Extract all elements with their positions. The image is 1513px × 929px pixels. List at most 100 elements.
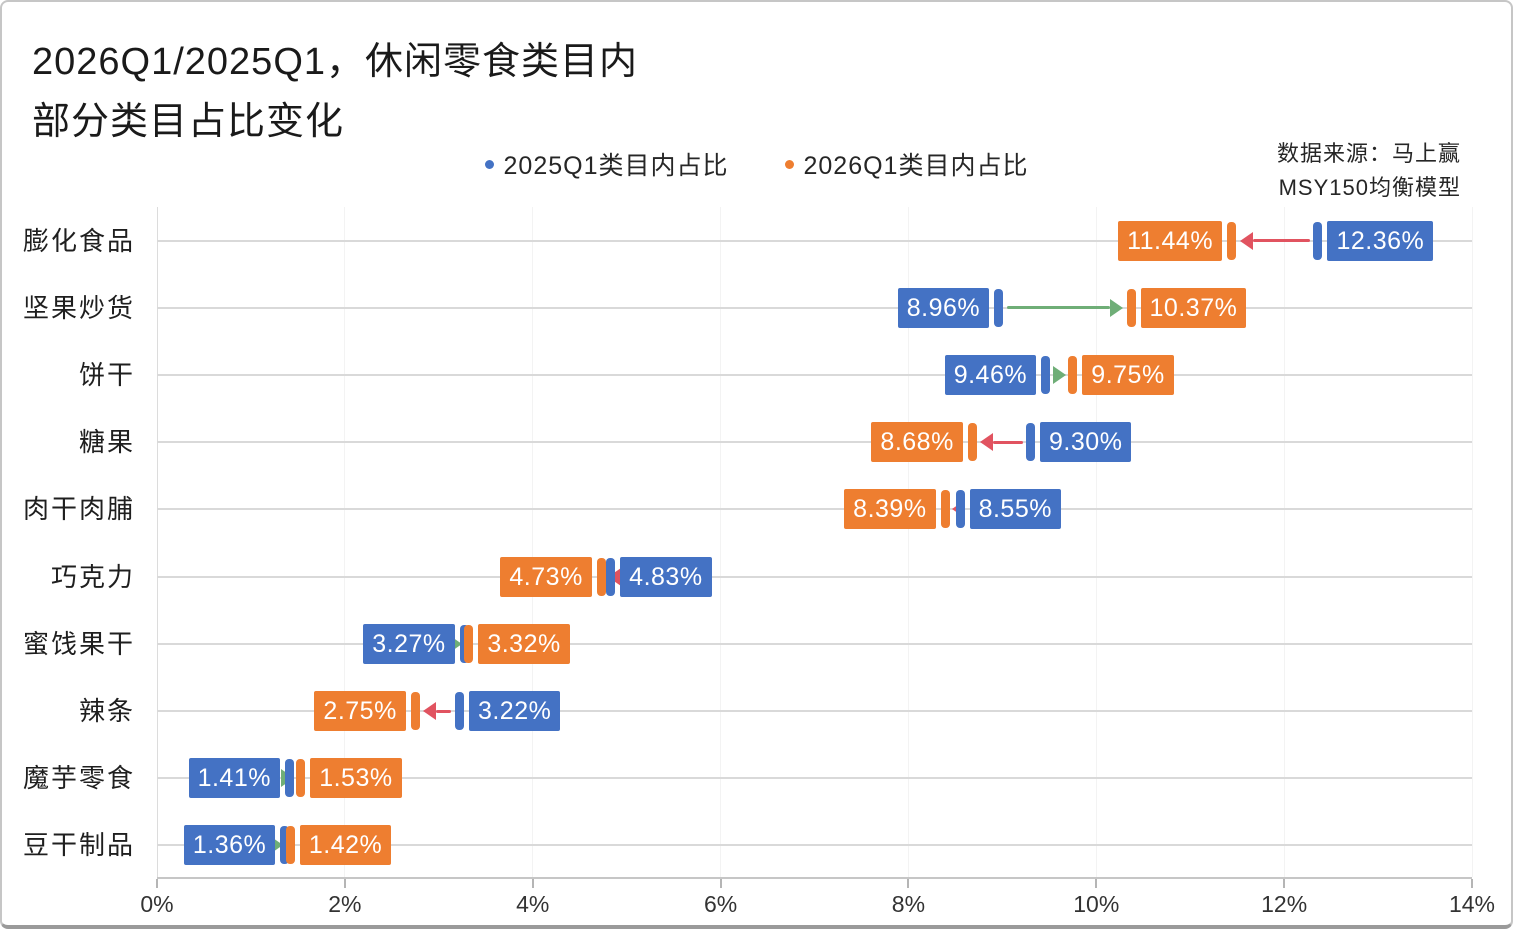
decrease-arrow-line: [1252, 239, 1310, 243]
marker-2025q1: [994, 288, 1004, 327]
marker-2026q1: [967, 423, 977, 462]
vertical-gridline: [1283, 207, 1285, 877]
value-label-2025q1: 8.55%: [969, 489, 1061, 530]
legend-label-2026q1: 2026Q1类目内占比: [803, 152, 1029, 180]
x-axis-tick-label: 12%: [1261, 891, 1308, 917]
x-axis-tick: [1471, 879, 1473, 888]
category-label: 膨化食品: [22, 225, 135, 256]
marker-2025q1: [1026, 423, 1036, 462]
vertical-gridline: [720, 207, 722, 877]
x-axis-tick-label: 6%: [703, 891, 738, 917]
vertical-gridline: [344, 207, 346, 877]
marker-2026q1: [1126, 288, 1136, 327]
marker-2026q1: [1227, 221, 1237, 260]
value-label-2026q1: 2.75%: [314, 691, 406, 731]
marker-2026q1: [296, 759, 306, 798]
marker-2026q1: [464, 624, 474, 663]
row-gridline: [157, 239, 1472, 242]
vertical-gridline: [532, 207, 534, 877]
marker-2025q1: [459, 624, 469, 663]
value-label-2026q1: 3.32%: [478, 623, 570, 664]
marker-2025q1: [284, 759, 294, 798]
category-label: 魔芋零食: [22, 763, 135, 794]
vertical-gridline: [1471, 207, 1473, 877]
legend-dot-2025q1-icon: [484, 159, 494, 169]
legend-item-2026q1: 2026Q1类目内占比: [784, 146, 1029, 182]
value-label-2025q1: 9.30%: [1040, 422, 1132, 463]
row-gridline: [157, 642, 1472, 645]
row-gridline: [157, 575, 1472, 578]
x-axis-tick-label: 2%: [328, 891, 362, 917]
x-axis-tick-label: 8%: [891, 891, 926, 917]
marker-2025q1: [1313, 221, 1323, 260]
category-label: 豆干制品: [22, 830, 135, 861]
increase-arrowhead-icon: [1110, 298, 1124, 317]
value-label-2026q1: 8.68%: [871, 422, 963, 463]
marker-2026q1: [596, 557, 606, 596]
value-label-2026q1: 11.44%: [1118, 220, 1223, 261]
marker-2025q1: [955, 490, 965, 529]
x-axis-tick: [343, 879, 346, 888]
marker-2025q1: [280, 826, 290, 865]
vertical-gridline: [907, 207, 909, 877]
value-label-2025q1: 1.36%: [183, 825, 276, 866]
x-axis-tick-label: 4%: [516, 891, 550, 917]
increase-arrow-line: [1006, 306, 1111, 310]
category-label: 坚果炒货: [22, 292, 135, 323]
value-label-2026q1: 1.42%: [299, 825, 392, 866]
marker-2025q1: [454, 692, 464, 730]
row-gridline: [157, 508, 1472, 511]
value-label-2026q1: 10.37%: [1140, 287, 1247, 328]
decrease-arrowhead-icon: [1239, 231, 1253, 250]
marker-2025q1: [1041, 356, 1051, 394]
category-label: 巧克力: [50, 561, 135, 592]
row-gridline: [157, 710, 1472, 712]
category-label: 辣条: [78, 696, 135, 726]
row-gridline: [157, 777, 1472, 780]
value-label-2026q1: 1.53%: [310, 758, 402, 799]
marker-2026q1: [940, 490, 950, 529]
row-gridline: [157, 374, 1472, 376]
row-gridline: [157, 844, 1472, 847]
category-label: 肉干肉脯: [22, 494, 135, 525]
x-axis-tick-label: 0%: [140, 891, 174, 917]
value-label-2025q1: 12.36%: [1327, 220, 1434, 261]
category-label: 蜜饯果干: [22, 628, 135, 659]
x-axis-tick: [1283, 879, 1286, 888]
marker-2026q1: [285, 826, 295, 865]
category-label: 糖果: [78, 427, 135, 458]
decrease-arrowhead-icon: [423, 702, 437, 720]
x-axis-tick: [531, 879, 534, 888]
value-label-2025q1: 3.27%: [363, 623, 455, 664]
chart-title: 2026Q1/2025Q1，休闲零食类目内 部分类目占比变化: [32, 41, 639, 143]
value-label-2025q1: 3.22%: [468, 691, 561, 731]
x-axis-tick: [1095, 879, 1098, 888]
increase-arrowhead-icon: [1052, 366, 1066, 384]
row-gridline: [157, 306, 1472, 309]
category-label: 饼干: [78, 360, 135, 390]
marker-2026q1: [410, 692, 420, 730]
decrease-arrow-line: [993, 440, 1023, 444]
value-label-2025q1: 9.46%: [944, 355, 1037, 395]
plot-area: 0% 2% 4% 6% 8% 10% 12% 14% 膨化食品 12.36% 11.44% 坚果炒货 8…: [23, 207, 1495, 917]
decrease-arrow-line: [436, 709, 452, 713]
value-label-2026q1: 4.73%: [500, 556, 592, 597]
value-label-2025q1: 1.41%: [188, 758, 280, 799]
data-source: 数据来源：马上赢 MSY150均衡模型: [1276, 141, 1461, 200]
x-axis-tick-label: 14%: [1448, 891, 1496, 917]
x-axis-tick: [907, 879, 910, 888]
value-label-2025q1: 8.96%: [897, 287, 990, 328]
value-label-2026q1: 9.75%: [1082, 355, 1174, 395]
vertical-gridline: [156, 207, 158, 877]
marker-2025q1: [606, 557, 616, 596]
value-label-2025q1: 4.83%: [620, 556, 712, 597]
vertical-gridline: [1095, 207, 1097, 877]
row-gridline: [157, 441, 1472, 444]
marker-2026q1: [1068, 356, 1078, 394]
decrease-arrowhead-icon: [980, 433, 994, 452]
x-axis-tick-label: 10%: [1073, 891, 1120, 917]
x-axis-tick: [156, 879, 158, 888]
legend-dot-2026q1-icon: [784, 159, 794, 169]
x-axis-tick: [719, 879, 722, 888]
